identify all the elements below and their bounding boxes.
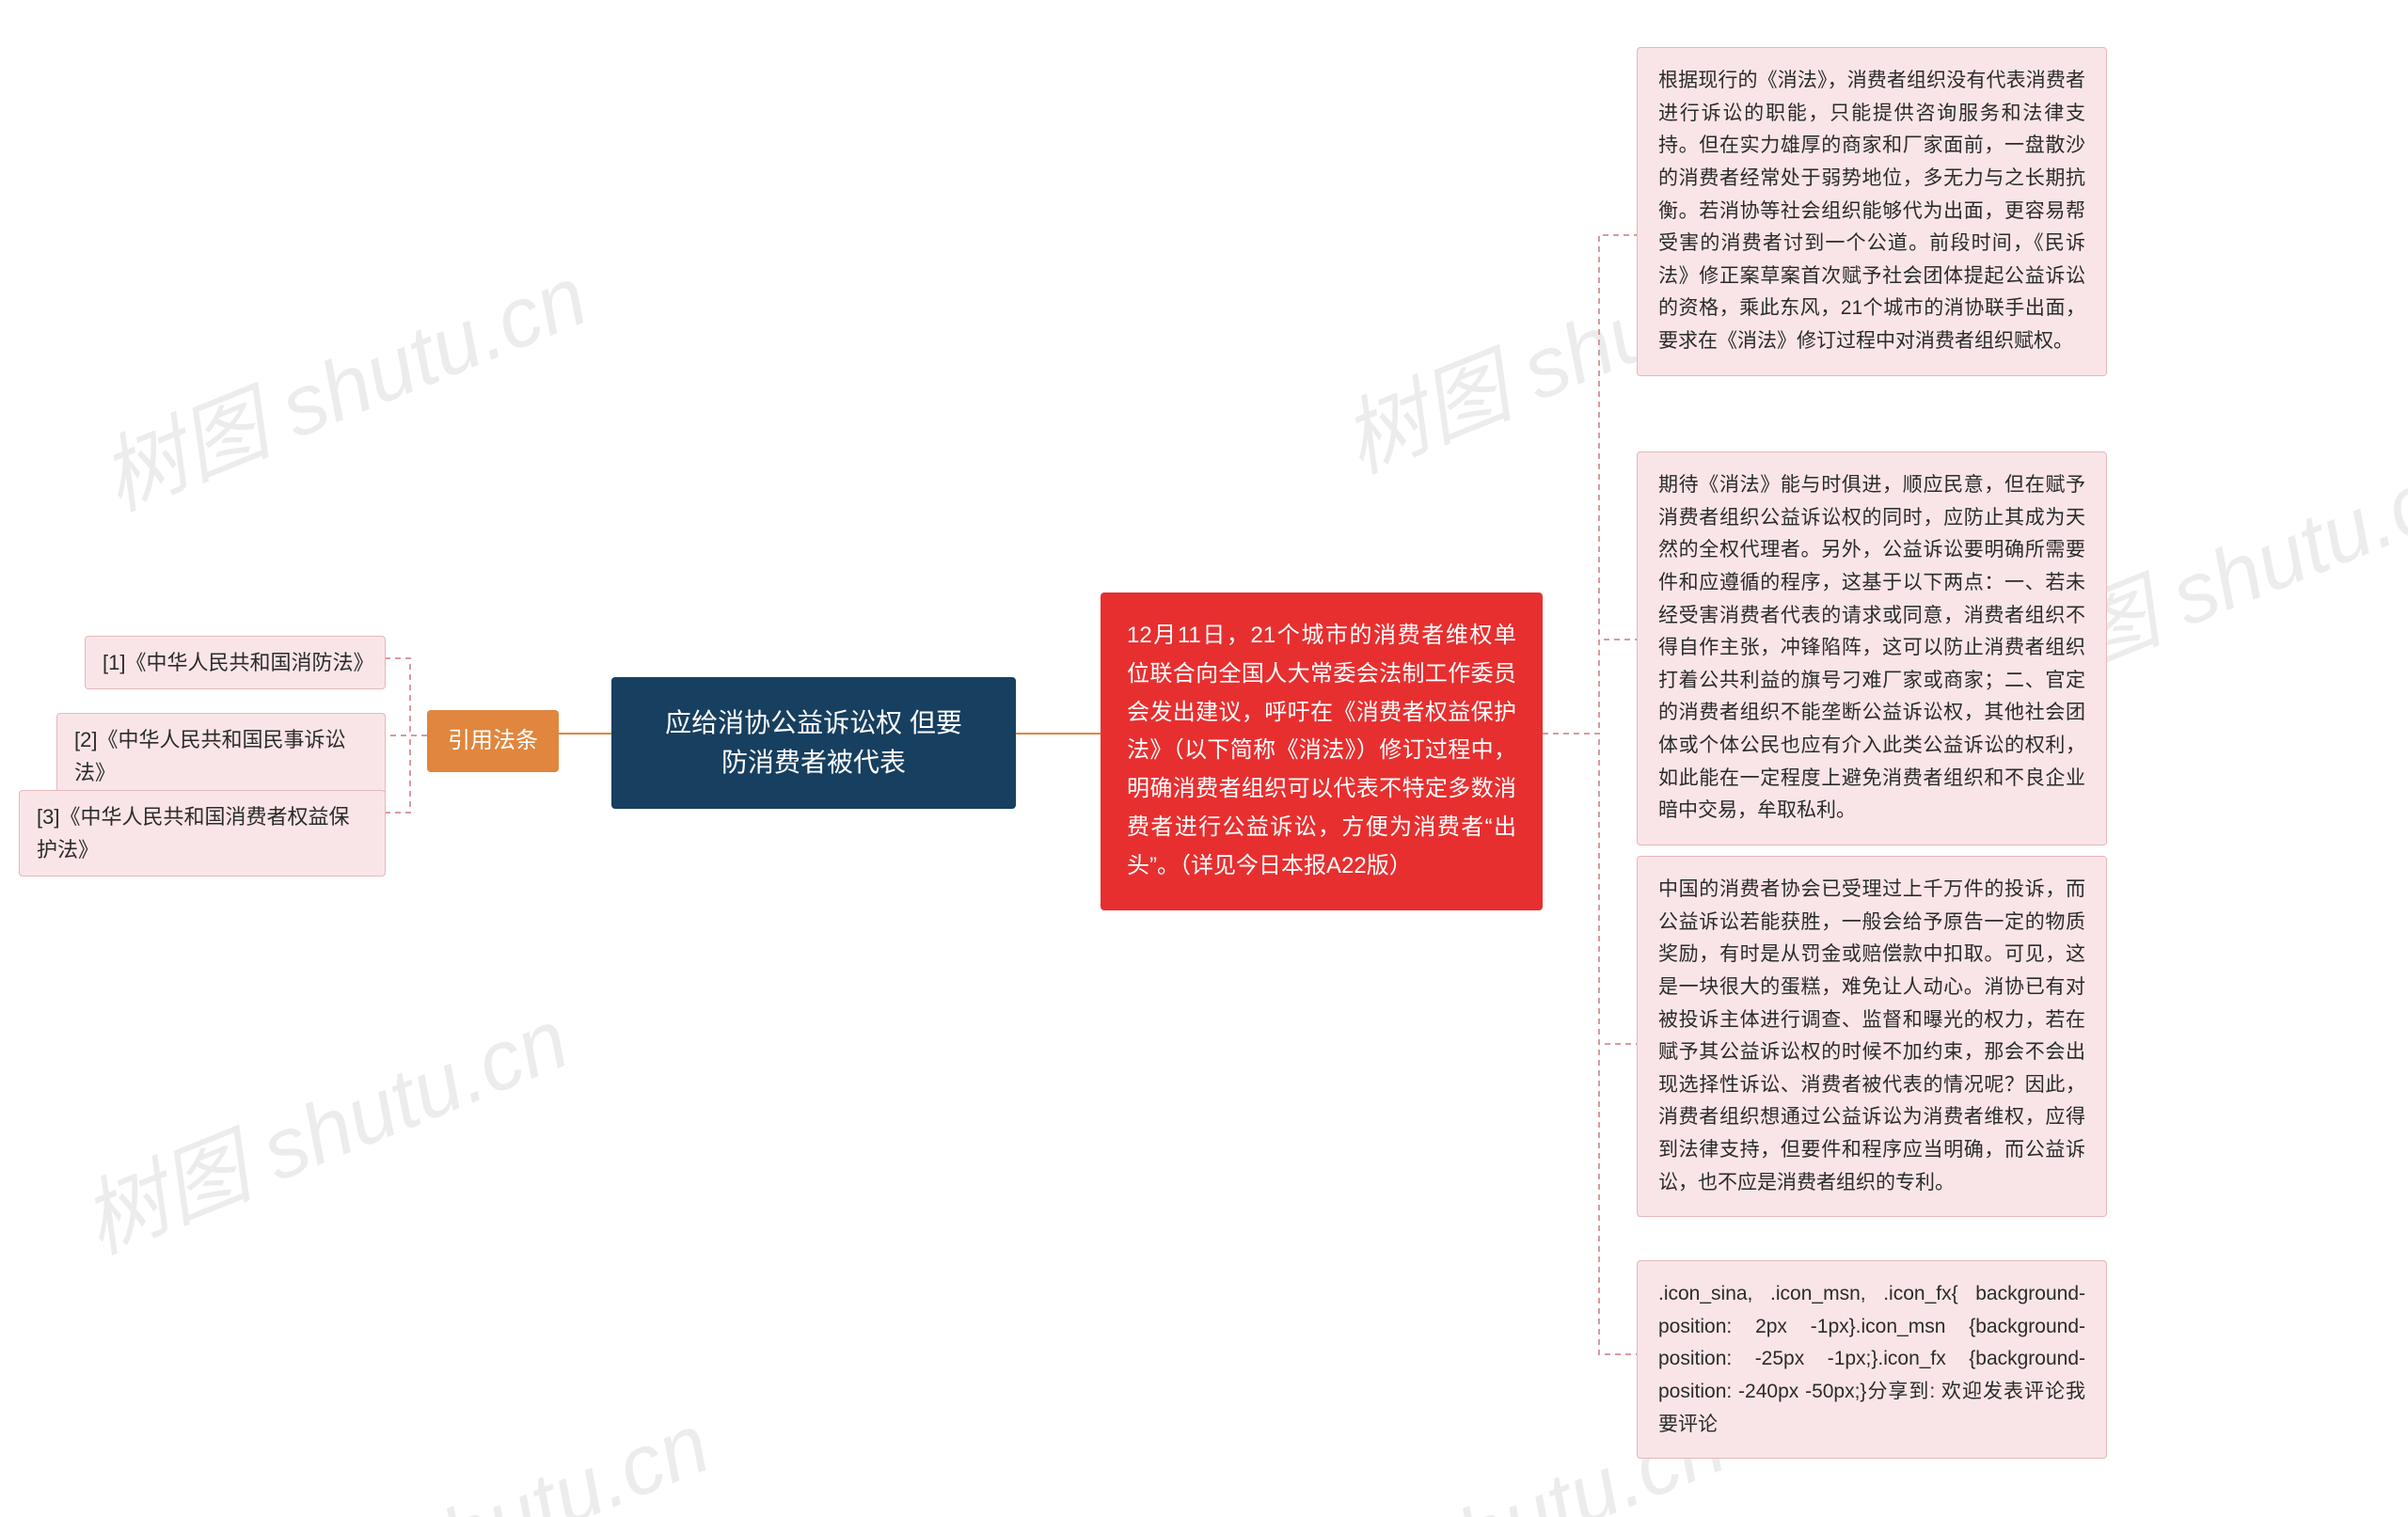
detail-node-0[interactable]: 根据现行的《消法》，消费者组织没有代表消费者进行诉讼的职能，只能提供咨询服务和法… bbox=[1637, 47, 2107, 376]
law-item-0-text: [1]《中华人民共和国消防法》 bbox=[103, 651, 373, 674]
law-item-2-text: [3]《中华人民共和国消费者权益保护法》 bbox=[37, 805, 349, 861]
detail-text-2: 中国的消费者协会已受理过上千万件的投诉，而公益诉讼若能获胜，一般会给予原告一定的… bbox=[1658, 878, 2085, 1193]
main-summary-text: 12月11日，21个城市的消费者维权单位联合向全国人大常委会法制工作委员会发出建… bbox=[1127, 623, 1516, 878]
watermark: 树图 shutu.cn bbox=[62, 972, 583, 1277]
watermark: 树图 shutu.cn bbox=[81, 229, 602, 534]
law-item-0[interactable]: [1]《中华人民共和国消防法》 bbox=[85, 636, 386, 689]
detail-node-2[interactable]: 中国的消费者协会已受理过上千万件的投诉，而公益诉讼若能获胜，一般会给予原告一定的… bbox=[1637, 856, 2107, 1217]
law-item-1[interactable]: [2]《中华人民共和国民事诉讼法》 bbox=[56, 713, 386, 799]
detail-text-0: 根据现行的《消法》，消费者组织没有代表消费者进行诉讼的职能，只能提供咨询服务和法… bbox=[1658, 70, 2085, 352]
citation-header-label: 引用法条 bbox=[448, 728, 538, 753]
detail-node-3[interactable]: .icon_sina, .icon_msn, .icon_fx{ backgro… bbox=[1637, 1260, 2107, 1459]
root-title-line2: 防消费者被代表 bbox=[721, 748, 906, 777]
detail-text-3: .icon_sina, .icon_msn, .icon_fx{ backgro… bbox=[1658, 1283, 2085, 1435]
root-title-line1: 应给消协公益诉讼权 但要 bbox=[665, 708, 962, 737]
detail-node-1[interactable]: 期待《消法》能与时俱进，顺应民意，但在赋予消费者组织公益诉讼权的同时，应防止其成… bbox=[1637, 451, 2107, 845]
main-summary-node[interactable]: 12月11日，21个城市的消费者维权单位联合向全国人大常委会法制工作委员会发出建… bbox=[1101, 593, 1543, 910]
root-node[interactable]: 应给消协公益诉讼权 但要 防消费者被代表 bbox=[611, 677, 1016, 809]
watermark: 树图 shutu.cn bbox=[203, 1376, 724, 1517]
detail-text-1: 期待《消法》能与时俱进，顺应民意，但在赋予消费者组织公益诉讼权的同时，应防止其成… bbox=[1658, 474, 2085, 821]
citation-header[interactable]: 引用法条 bbox=[427, 710, 559, 772]
law-item-1-text: [2]《中华人民共和国民事诉讼法》 bbox=[74, 728, 345, 784]
law-item-2[interactable]: [3]《中华人民共和国消费者权益保护法》 bbox=[19, 790, 386, 877]
